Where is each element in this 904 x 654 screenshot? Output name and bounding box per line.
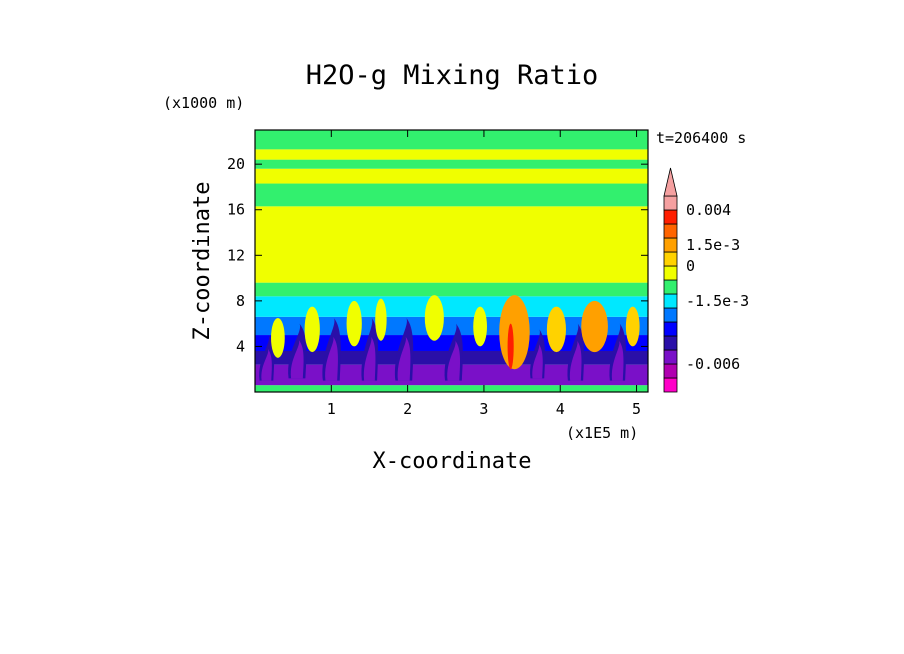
colorbar-swatch — [663, 293, 678, 309]
moist-plume — [271, 317, 285, 358]
dry-tongue — [397, 336, 411, 381]
moist-plume — [499, 295, 530, 370]
field-band — [255, 183, 648, 207]
colorbar-swatch — [663, 335, 678, 351]
dry-tongue — [261, 348, 272, 381]
colorbar-label: 0 — [686, 257, 695, 275]
contour-field — [255, 130, 648, 392]
moist-plume — [581, 300, 608, 353]
field-band — [255, 149, 648, 160]
x-tick-label: 3 — [479, 400, 488, 418]
y-axis-label: Z-coordinate — [190, 182, 215, 341]
moist-plume — [507, 323, 514, 370]
chart-title: H2O-g Mixing Ratio — [306, 60, 599, 91]
dry-tongue — [325, 336, 338, 381]
dry-tongue — [611, 340, 624, 381]
field-band — [255, 159, 648, 169]
y-tick-label: 12 — [227, 246, 245, 264]
colorbar-extend-arrow — [663, 167, 678, 197]
dry-tongue — [363, 336, 376, 381]
y-tick-label: 20 — [227, 155, 245, 173]
x-tick-label: 1 — [327, 400, 336, 418]
y-tick-label: 16 — [227, 201, 245, 219]
field-band — [255, 130, 648, 150]
colorbar-swatch — [663, 321, 678, 337]
field-band — [255, 385, 648, 392]
time-label: t=206400 s — [656, 129, 746, 147]
y-axis-ticks: 4 8 12 16 20 — [227, 155, 648, 355]
moist-plume — [546, 306, 566, 353]
dry-tongue — [569, 340, 582, 381]
colorbar-swatch — [663, 363, 678, 379]
plot-frame — [254, 129, 649, 393]
colorbar-swatch — [663, 195, 678, 211]
colorbar-label: 1.5e-3 — [686, 236, 740, 254]
field-band — [255, 282, 648, 297]
colorbar-label: -0.006 — [686, 355, 740, 373]
field-band — [255, 206, 648, 283]
colorbar-swatch — [663, 265, 678, 281]
colorbar-label: 0.004 — [686, 201, 731, 219]
x-tick-label: 5 — [632, 400, 641, 418]
colorbar-swatch — [663, 223, 678, 239]
y-unit-label: (x1000 m) — [163, 94, 244, 112]
dry-tongue — [447, 340, 461, 381]
colorbar-swatch — [663, 377, 678, 393]
colorbar-swatch — [663, 251, 678, 267]
moist-plume — [304, 306, 320, 353]
moist-plume — [473, 306, 487, 347]
colorbar-labels: 0.004 1.5e-3 0 -1.5e-3 -0.006 — [686, 201, 749, 373]
x-axis-label: X-coordinate — [373, 449, 532, 474]
y-tick-label: 4 — [236, 337, 245, 355]
moist-plume — [375, 298, 387, 341]
x-unit-label: (x1E5 m) — [566, 424, 638, 442]
colorbar-swatch — [663, 349, 678, 365]
x-tick-label: 4 — [556, 400, 565, 418]
colorbar-swatch — [663, 209, 678, 225]
y-tick-label: 8 — [236, 292, 245, 310]
moist-plume — [625, 306, 640, 347]
moist-plume — [346, 300, 362, 347]
field-band — [255, 168, 648, 184]
colorbar — [663, 167, 678, 393]
dry-tongue — [290, 340, 304, 379]
moist-plume — [424, 295, 444, 341]
x-axis-ticks: 1 2 3 4 5 — [327, 130, 641, 418]
x-tick-label: 2 — [403, 400, 412, 418]
colorbar-swatch — [663, 237, 678, 253]
colorbar-swatch — [663, 307, 678, 323]
dry-tongue — [532, 344, 543, 379]
colorbar-label: -1.5e-3 — [686, 292, 749, 310]
colorbar-swatch — [663, 279, 678, 295]
